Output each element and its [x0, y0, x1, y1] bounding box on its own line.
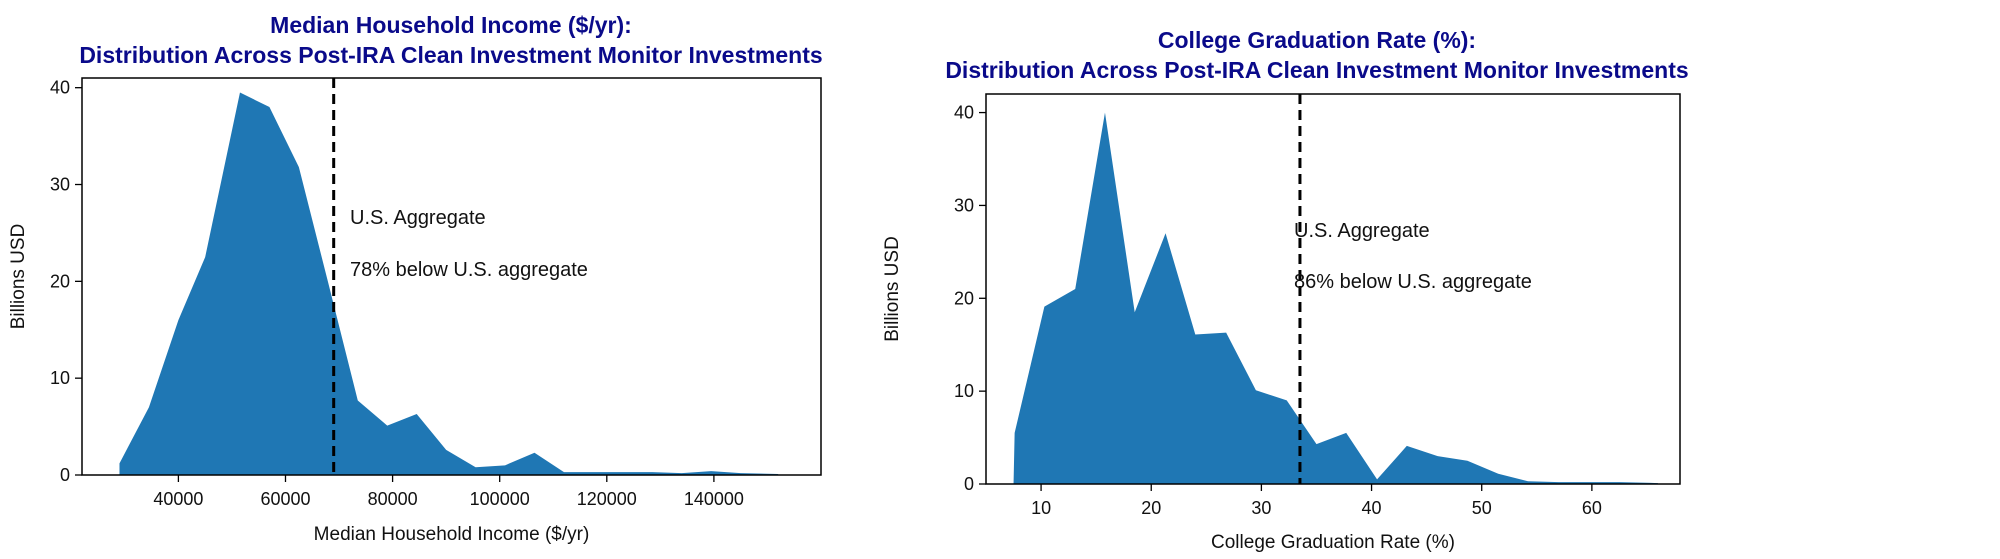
y-tick-label: 20	[954, 288, 974, 308]
annotation-us-aggregate: U.S. Aggregate	[350, 207, 486, 229]
x-tick-label: 60000	[260, 489, 310, 509]
x-axis-ticks: 40000 60000 80000 100000 120000 140000	[153, 475, 744, 509]
x-tick-label: 140000	[684, 489, 744, 509]
annotation-below-aggregate: 78% below U.S. aggregate	[350, 259, 588, 281]
plot-frame	[985, 93, 1681, 485]
x-tick-label: 60	[1582, 498, 1602, 518]
y-tick-label: 10	[954, 381, 974, 401]
chart-title-line2: Distribution Across Post-IRA Clean Inves…	[79, 42, 822, 68]
y-tick-label: 30	[954, 195, 974, 215]
y-tick-label: 10	[50, 368, 70, 388]
y-axis-ticks: 0 10 20 30 40	[50, 78, 82, 485]
y-axis-ticks: 0 10 20 30 40	[954, 103, 986, 494]
y-tick-label: 40	[954, 103, 974, 123]
x-tick-label: 20	[1141, 498, 1161, 518]
x-tick-label: 10	[1031, 498, 1051, 518]
x-axis-label: Median Household Income ($/yr)	[314, 524, 590, 545]
x-tick-label: 40000	[153, 489, 203, 509]
y-axis-label: Billions USD	[882, 236, 903, 342]
y-tick-label: 0	[60, 465, 70, 485]
x-tick-label: 100000	[470, 489, 530, 509]
chart-title-line1: College Graduation Rate (%):	[1158, 27, 1476, 53]
plot-frame	[81, 77, 822, 476]
chart-title-line1: Median Household Income ($/yr):	[270, 12, 632, 38]
x-tick-label: 40	[1362, 498, 1382, 518]
y-tick-label: 20	[50, 271, 70, 291]
x-tick-label: 80000	[368, 489, 418, 509]
x-tick-label: 120000	[577, 489, 637, 509]
chart-title-line2: Distribution Across Post-IRA Clean Inves…	[945, 57, 1688, 83]
y-tick-label: 30	[50, 175, 70, 195]
distribution-area	[1013, 112, 1658, 485]
y-tick-label: 0	[964, 474, 974, 494]
distribution-area	[119, 92, 779, 476]
annotation-us-aggregate: U.S. Aggregate	[1294, 220, 1430, 242]
x-axis-ticks: 10 20 30 40 50 60	[1031, 484, 1602, 518]
graduation-chart: College Graduation Rate (%): Distributio…	[882, 27, 1689, 553]
x-tick-label: 50	[1472, 498, 1492, 518]
annotation-below-aggregate: 86% below U.S. aggregate	[1294, 271, 1532, 293]
x-axis-label: College Graduation Rate (%)	[1211, 532, 1455, 553]
y-axis-label: Billions USD	[8, 224, 29, 330]
x-tick-label: 30	[1251, 498, 1271, 518]
y-tick-label: 40	[50, 78, 70, 98]
income-chart: Median Household Income ($/yr): Distribu…	[8, 12, 823, 545]
